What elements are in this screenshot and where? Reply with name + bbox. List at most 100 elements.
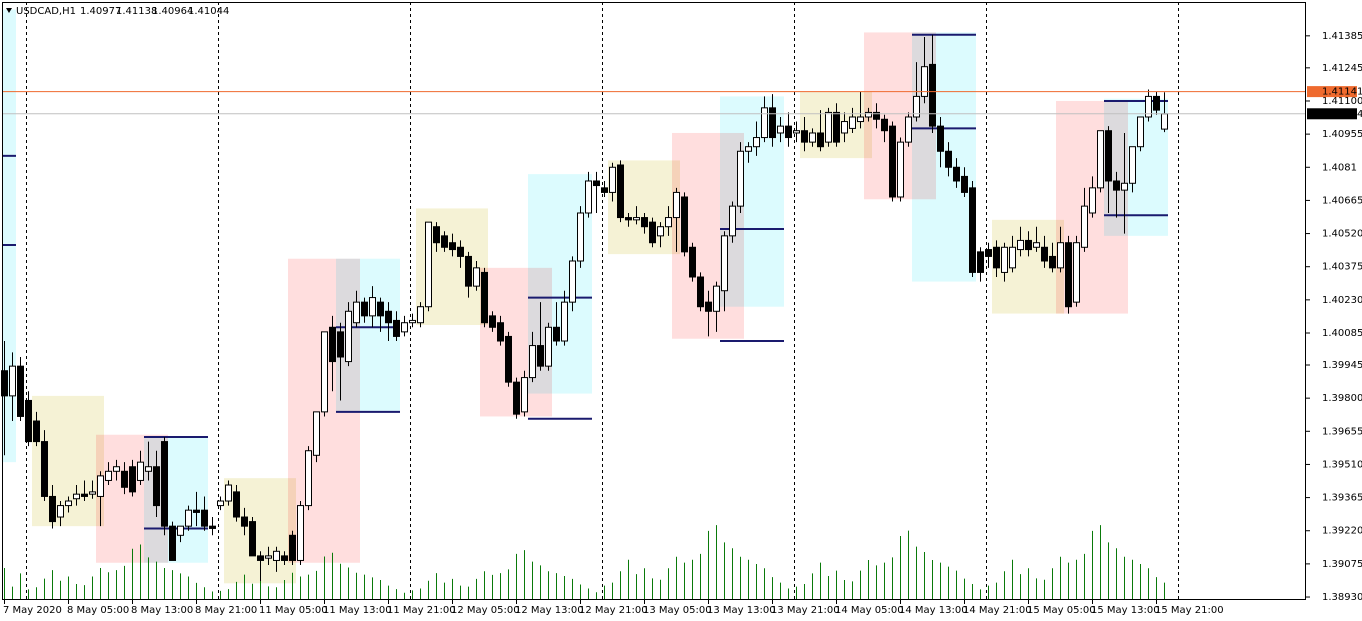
header-close: 1.41044 [188,6,229,17]
candle-body [1009,246,1016,269]
x-tick-label: 13 May 13:00 [707,605,776,616]
candle-body [417,306,424,324]
candle-body [353,301,360,324]
y-tick-label: 1.40085 [1322,328,1362,339]
candle-body [1065,242,1072,308]
candle-body [993,246,1000,269]
axes: 1.41385 1.41245 1.41100 1.40955 1.4081 1.4066… [3,31,1362,616]
candle-body [889,125,896,198]
x-tick-label: 14 May 05:00 [835,605,904,616]
candle-body [505,335,512,383]
candle-body [401,322,408,333]
candle-body [673,191,680,219]
y-tick-label: 1.39510 [1322,459,1362,470]
candle-body [657,226,664,237]
candle-body [153,466,160,507]
candle-body [705,301,712,312]
candle-body [929,63,936,127]
candle-body [385,310,392,324]
candle-body [281,555,288,561]
y-tick-label: 1.39365 [1322,493,1362,504]
candle-body [89,491,96,495]
plot-frame [2,2,1306,600]
x-tick-label: 15 May 05:00 [1027,605,1096,616]
candle-body [201,509,208,527]
header-icon [6,8,12,13]
y-tick-label: 1.38930 [1322,592,1362,603]
candle-body [1145,95,1152,118]
candle-body [561,301,568,342]
candle-body [785,125,792,139]
session-zone [3,9,16,463]
candle-body [177,525,184,536]
y-tick-label: 1.40230 [1322,295,1362,306]
candle-body [57,505,64,518]
x-tick-label: 13 May 05:00 [643,605,712,616]
candle-body [1153,95,1160,111]
candle-body [361,301,368,317]
y-tick-label: 1.4081 [1322,162,1357,173]
candle-body [113,466,120,472]
candle-body [881,118,888,132]
candle-body [145,466,152,472]
candle-body [737,150,744,207]
ask-label-box [1307,86,1357,98]
y-tick-label: 1.40665 [1322,195,1362,206]
candle-body [1041,246,1048,262]
x-tick-label: 14 May 21:00 [963,605,1032,616]
x-tick-label: 14 May 13:00 [899,605,968,616]
x-tick-label: 15 May 13:00 [1091,605,1160,616]
candle-body [825,111,832,143]
candle-body [441,235,448,248]
candle-body [41,441,48,497]
candle-body [1097,130,1104,189]
x-tick-label: 11 May 21:00 [387,605,456,616]
candle-body [633,217,640,221]
candle-body [521,377,528,413]
candle-body [17,365,24,417]
separators [26,2,1179,600]
candle-body [1081,205,1088,248]
candle-body [369,297,376,317]
candle-body [913,95,920,118]
candle-body [833,111,840,143]
candle-body [665,217,672,228]
candle-body [209,525,216,529]
ask-label: 1.41141 [1322,87,1362,98]
y-tick-label: 1.41385 [1322,31,1362,42]
candle-body [961,175,968,193]
candle-body [897,141,904,198]
candle-body [745,146,752,152]
candle-body [1073,242,1080,303]
candle-body [1113,180,1120,191]
candle-body [489,315,496,328]
candle-body [873,111,880,120]
candle-body [969,187,976,273]
price-lines [2,91,1306,115]
candle-body [49,495,56,523]
candle-body [313,411,320,456]
candle-body [289,534,296,561]
candle-body [9,365,16,397]
x-tick-label: 8 May 05:00 [67,605,129,616]
candle-body [1137,116,1144,148]
candle-body [169,525,176,561]
candle-body [553,326,560,342]
y-tick-label: 1.40955 [1322,129,1362,140]
symbol-title: USDCAD,H1 [16,6,76,17]
candle-body [921,66,928,97]
y-tick-label: 1.40375 [1322,262,1362,273]
candle-body [577,212,584,262]
candle-body [249,521,256,557]
candle-body [593,180,600,187]
candle-body [1129,146,1136,184]
candle-body [33,420,40,443]
candle-body [849,116,856,129]
candle-body [345,310,352,363]
candle-body [777,125,784,134]
candle-body [857,116,864,123]
candle-body [753,137,760,148]
x-tick-label: 13 May 21:00 [771,605,840,616]
candle-body [129,466,136,493]
